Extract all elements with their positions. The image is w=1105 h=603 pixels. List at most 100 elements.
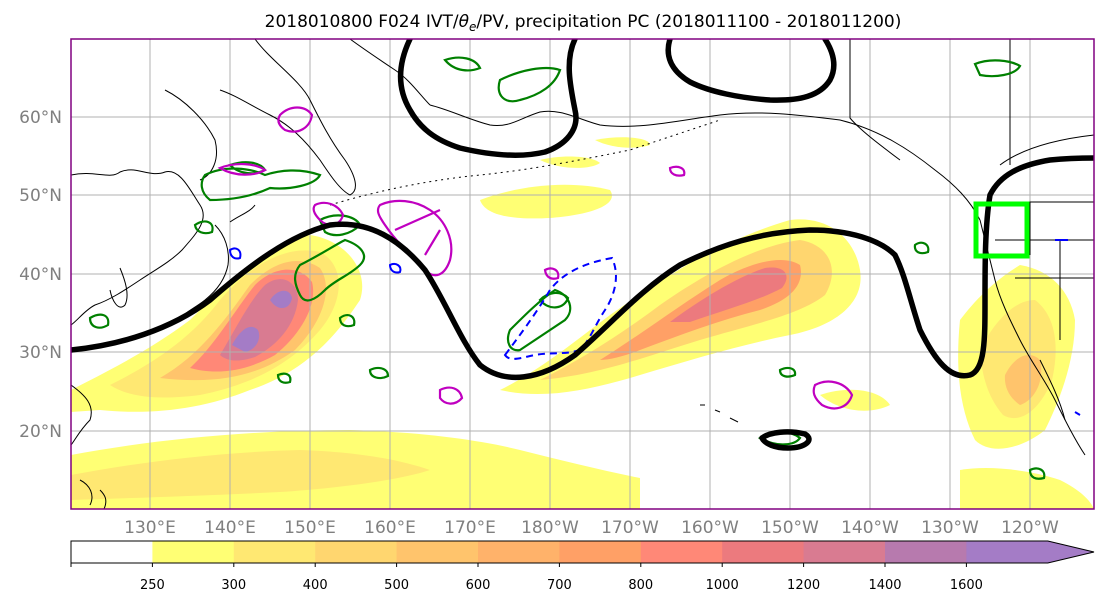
colorbar-tick-label: 1200 bbox=[787, 578, 820, 593]
precip-16 bbox=[913, 241, 930, 255]
pv-north-1 bbox=[397, 39, 579, 158]
coast-hawaii bbox=[700, 404, 739, 423]
ivt-east-plume-500 bbox=[1004, 355, 1042, 405]
precip-6 bbox=[497, 66, 562, 103]
colorbar-tick-label: 600 bbox=[466, 578, 491, 593]
colorbar-segment bbox=[315, 541, 398, 563]
colorbar-tick-label: 500 bbox=[384, 578, 409, 593]
precip-15 bbox=[1028, 467, 1046, 480]
colorbar-segment bbox=[640, 541, 723, 563]
colorbar-segment bbox=[885, 541, 967, 563]
lon-label: 130°W bbox=[921, 518, 979, 538]
ivt-fill bbox=[71, 137, 1094, 509]
colorbar-segment bbox=[722, 541, 805, 563]
map-title: 2018010800 F024 IVT/θe/PV, precipitation… bbox=[265, 12, 902, 34]
precip-7 bbox=[443, 56, 482, 72]
coast-aleutians bbox=[329, 119, 721, 206]
lon-label: 160°E bbox=[364, 518, 416, 538]
coast-asia bbox=[71, 169, 204, 326]
coast-chukotka bbox=[349, 39, 431, 106]
colorbar-segment bbox=[152, 541, 235, 563]
lat-label: 50°N bbox=[19, 186, 62, 206]
lon-label: 140°E bbox=[204, 518, 256, 538]
colorbar-outline bbox=[70, 540, 1095, 564]
lon-label: 150°E bbox=[284, 518, 336, 538]
lon-label: 170°W bbox=[601, 518, 659, 538]
colorbar-tick-label: 1000 bbox=[706, 578, 739, 593]
neg-1 bbox=[503, 256, 617, 360]
lon-label: 170°E bbox=[444, 518, 496, 538]
colorbar-tick-label: 300 bbox=[221, 578, 246, 593]
lat-label: 40°N bbox=[19, 265, 62, 285]
ivt-north-patch-2 bbox=[540, 156, 600, 168]
neg-3 bbox=[388, 262, 402, 274]
lon-label: 160°W bbox=[681, 518, 739, 538]
colorbar-tick-label: 1600 bbox=[950, 578, 983, 593]
pv-north-2 bbox=[665, 39, 837, 103]
colorbar-tick-label: 1400 bbox=[868, 578, 901, 593]
pos-2 bbox=[277, 106, 314, 133]
boundary-alaska-canada bbox=[849, 39, 901, 161]
colorbar-tick-label: 700 bbox=[547, 578, 572, 593]
coastlines bbox=[71, 39, 1094, 509]
coast-alaska bbox=[429, 104, 981, 221]
coast-baja bbox=[1039, 359, 1066, 421]
colorbar-tick-label: 400 bbox=[303, 578, 328, 593]
coast-na-west bbox=[979, 219, 1086, 456]
lon-label: 130°E bbox=[124, 518, 176, 538]
pos-5 bbox=[812, 380, 854, 410]
ivt-tropical-band-300 bbox=[71, 450, 430, 500]
colorbar-segment bbox=[559, 541, 642, 563]
ivt-central-plume-1000 bbox=[670, 267, 787, 322]
map-content bbox=[71, 39, 1094, 509]
lon-label: 140°W bbox=[841, 518, 899, 538]
precip-18 bbox=[193, 220, 214, 235]
lat-label: 60°N bbox=[19, 108, 62, 128]
pos-7 bbox=[543, 267, 560, 280]
lon-label: 120°W bbox=[1001, 518, 1059, 538]
map-frame bbox=[70, 38, 1095, 510]
colorbar-tick-label: 250 bbox=[140, 578, 165, 593]
target-region-box bbox=[973, 201, 1030, 259]
colorbar-tick-label: 800 bbox=[628, 578, 653, 593]
precip-13 bbox=[368, 366, 390, 380]
lon-label: 150°W bbox=[761, 518, 819, 538]
colorbar-extend-arrow bbox=[966, 541, 1094, 563]
precip-5 bbox=[88, 313, 110, 329]
colorbar-segment bbox=[233, 541, 316, 563]
pos-6 bbox=[438, 386, 464, 405]
precip-10 bbox=[973, 59, 1022, 78]
pos-3 bbox=[217, 163, 268, 176]
coast-philippines bbox=[79, 479, 107, 509]
neg-2 bbox=[228, 247, 242, 260]
pv-contours bbox=[71, 39, 1094, 451]
precip-14 bbox=[276, 372, 292, 384]
precip-8 bbox=[506, 288, 572, 352]
ivt-west-plume-1600 bbox=[232, 290, 292, 352]
lon-label: 180°W bbox=[521, 518, 579, 538]
pv-main bbox=[71, 155, 1094, 380]
ivt-north-patch-1 bbox=[480, 184, 612, 219]
lat-label: 30°N bbox=[19, 343, 62, 363]
neg-5 bbox=[1074, 411, 1081, 416]
colorbar-segment bbox=[803, 541, 886, 563]
colorbar-segment bbox=[478, 541, 560, 563]
boundary-states-1 bbox=[995, 202, 1094, 340]
colorbar-segment bbox=[396, 541, 479, 563]
coast-china-south bbox=[71, 384, 92, 446]
lat-label: 20°N bbox=[19, 422, 62, 442]
precip-12 bbox=[778, 366, 797, 378]
colorbar-segment bbox=[71, 541, 153, 563]
colorbar-tick-labels: 250 300 400 500 600 700 800 1000 1200 1400 1600 bbox=[140, 578, 983, 593]
pos-1 bbox=[376, 199, 453, 277]
longitude-labels: 130°E 140°E 150°E 160°E 170°E 180°W 170°… bbox=[124, 518, 1059, 538]
precip-17 bbox=[338, 314, 356, 328]
ivt-north-patch-3 bbox=[595, 137, 650, 148]
coast-kamchatka bbox=[219, 39, 356, 196]
pv-hawaii bbox=[759, 429, 812, 451]
precip-3 bbox=[294, 238, 366, 302]
graticule bbox=[71, 39, 1094, 509]
ivt-east-south-patch bbox=[960, 468, 1094, 509]
colorbar bbox=[70, 540, 1095, 567]
